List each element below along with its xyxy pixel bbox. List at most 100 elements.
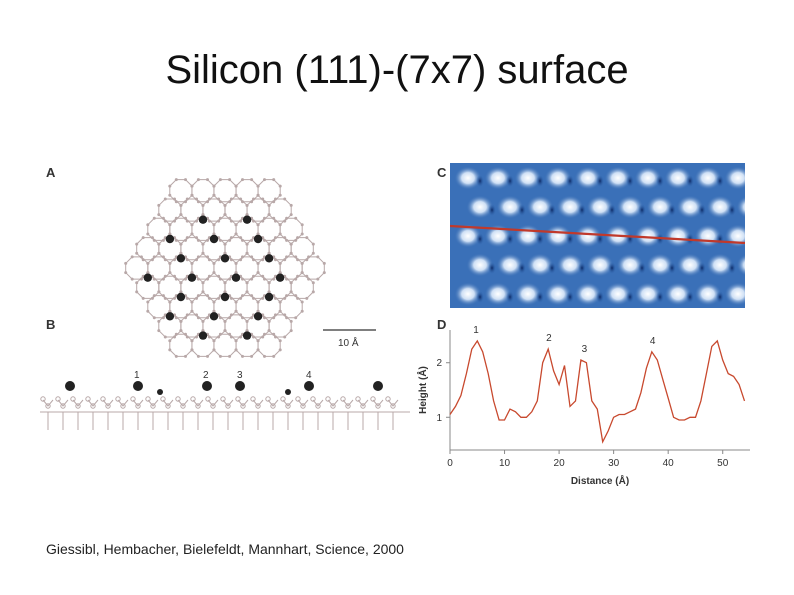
afm-bump	[664, 224, 692, 248]
lattice-ring	[168, 178, 194, 204]
adatom	[187, 273, 197, 282]
x-tick-label: 10	[499, 458, 511, 469]
peak-label-1: 1	[473, 325, 479, 336]
afm-bump	[484, 282, 512, 306]
lattice-ring	[289, 274, 315, 300]
panel-letter-c: C	[437, 165, 447, 180]
slide-title: Silicon (111)-(7x7) surface	[165, 48, 629, 92]
afm-bump	[484, 166, 512, 190]
afm-bump	[604, 166, 632, 190]
afm-bump	[544, 282, 572, 306]
afm-bump	[664, 282, 692, 306]
afm-pit	[668, 262, 676, 274]
afm-pit	[578, 262, 586, 274]
lattice-ring	[146, 294, 172, 320]
afm-pit	[476, 291, 484, 303]
panel-letter-d: D	[437, 317, 447, 332]
adatom	[165, 234, 175, 244]
afm-bump	[574, 224, 602, 248]
afm-bump	[514, 166, 542, 190]
afm-pit	[698, 262, 706, 274]
afm-pit	[656, 291, 664, 303]
afm-pit	[488, 204, 496, 216]
afm-bump	[634, 166, 662, 190]
adatom	[209, 312, 219, 321]
afm-bump	[466, 253, 494, 277]
afm-pit	[608, 262, 616, 274]
side-view-structure	[40, 381, 410, 430]
lattice-ring	[223, 274, 249, 300]
afm-bump	[496, 253, 524, 277]
afm-pit	[638, 262, 646, 274]
afm-bump	[616, 195, 644, 219]
afm-bump	[586, 253, 614, 277]
afm-bump	[706, 253, 734, 277]
afm-pit	[536, 233, 544, 245]
afm-bump	[496, 195, 524, 219]
adatom	[231, 273, 241, 282]
afm-bump	[574, 166, 602, 190]
panel-letter-b: B	[46, 317, 56, 332]
afm-bump	[676, 195, 704, 219]
lattice-ring	[300, 255, 326, 281]
lattice-ring	[256, 332, 282, 358]
adatom	[275, 273, 285, 282]
afm-bump	[544, 224, 572, 248]
afm-pit	[566, 233, 574, 245]
y-axis-label: Height (Å)	[416, 366, 429, 414]
adatom	[176, 292, 186, 302]
afm-pit	[518, 262, 526, 274]
afm-pit	[626, 291, 634, 303]
afm-pit	[716, 233, 724, 245]
citation: Giessibl, Hembacher, Bielefeldt, Mannhar…	[46, 541, 404, 557]
lattice-ring	[157, 197, 183, 223]
afm-pit	[728, 204, 736, 216]
side-adatom	[65, 381, 75, 391]
adatom	[209, 234, 219, 244]
afm-pit	[506, 175, 514, 187]
peak-label-2: 2	[546, 333, 552, 344]
adatom	[198, 331, 208, 340]
afm-pit	[518, 204, 526, 216]
adatom	[264, 292, 274, 302]
afm-pit	[656, 175, 664, 187]
afm-pit	[698, 204, 706, 216]
lattice-ring	[190, 178, 216, 204]
afm-bump	[556, 195, 584, 219]
afm-pit	[548, 262, 556, 274]
panel-letter-a: A	[46, 165, 56, 180]
lattice-ring	[289, 236, 315, 262]
lattice-ring	[212, 178, 238, 204]
afm-bump	[616, 253, 644, 277]
afm-pit	[596, 291, 604, 303]
afm-pit	[596, 233, 604, 245]
afm-bump	[736, 253, 745, 277]
afm-pit	[728, 262, 736, 274]
lattice-ring	[146, 216, 172, 242]
afm-bump	[514, 282, 542, 306]
afm-pit	[716, 291, 724, 303]
y-tick-label: 2	[436, 358, 442, 369]
adatom	[253, 312, 263, 321]
x-tick-label: 50	[717, 458, 729, 469]
side-adatom	[202, 381, 212, 391]
afm-bump	[724, 282, 745, 306]
afm-bump	[466, 195, 494, 219]
afm-pit	[566, 175, 574, 187]
height-profile-line	[449, 339, 746, 444]
afm-pit	[488, 262, 496, 274]
afm-bump	[454, 224, 482, 248]
afm-pit	[686, 175, 694, 187]
adatom	[253, 234, 263, 244]
lattice-ring	[234, 178, 260, 204]
afm-bump	[736, 195, 745, 219]
afm-bump	[634, 224, 662, 248]
afm-bump	[556, 253, 584, 277]
afm-bump	[586, 195, 614, 219]
adatom	[198, 215, 208, 224]
lattice-ring	[267, 313, 293, 339]
afm-bump	[454, 166, 482, 190]
peak-label-4: 4	[650, 336, 656, 347]
afm-pit	[686, 291, 694, 303]
site-label-2: 2	[203, 370, 209, 381]
